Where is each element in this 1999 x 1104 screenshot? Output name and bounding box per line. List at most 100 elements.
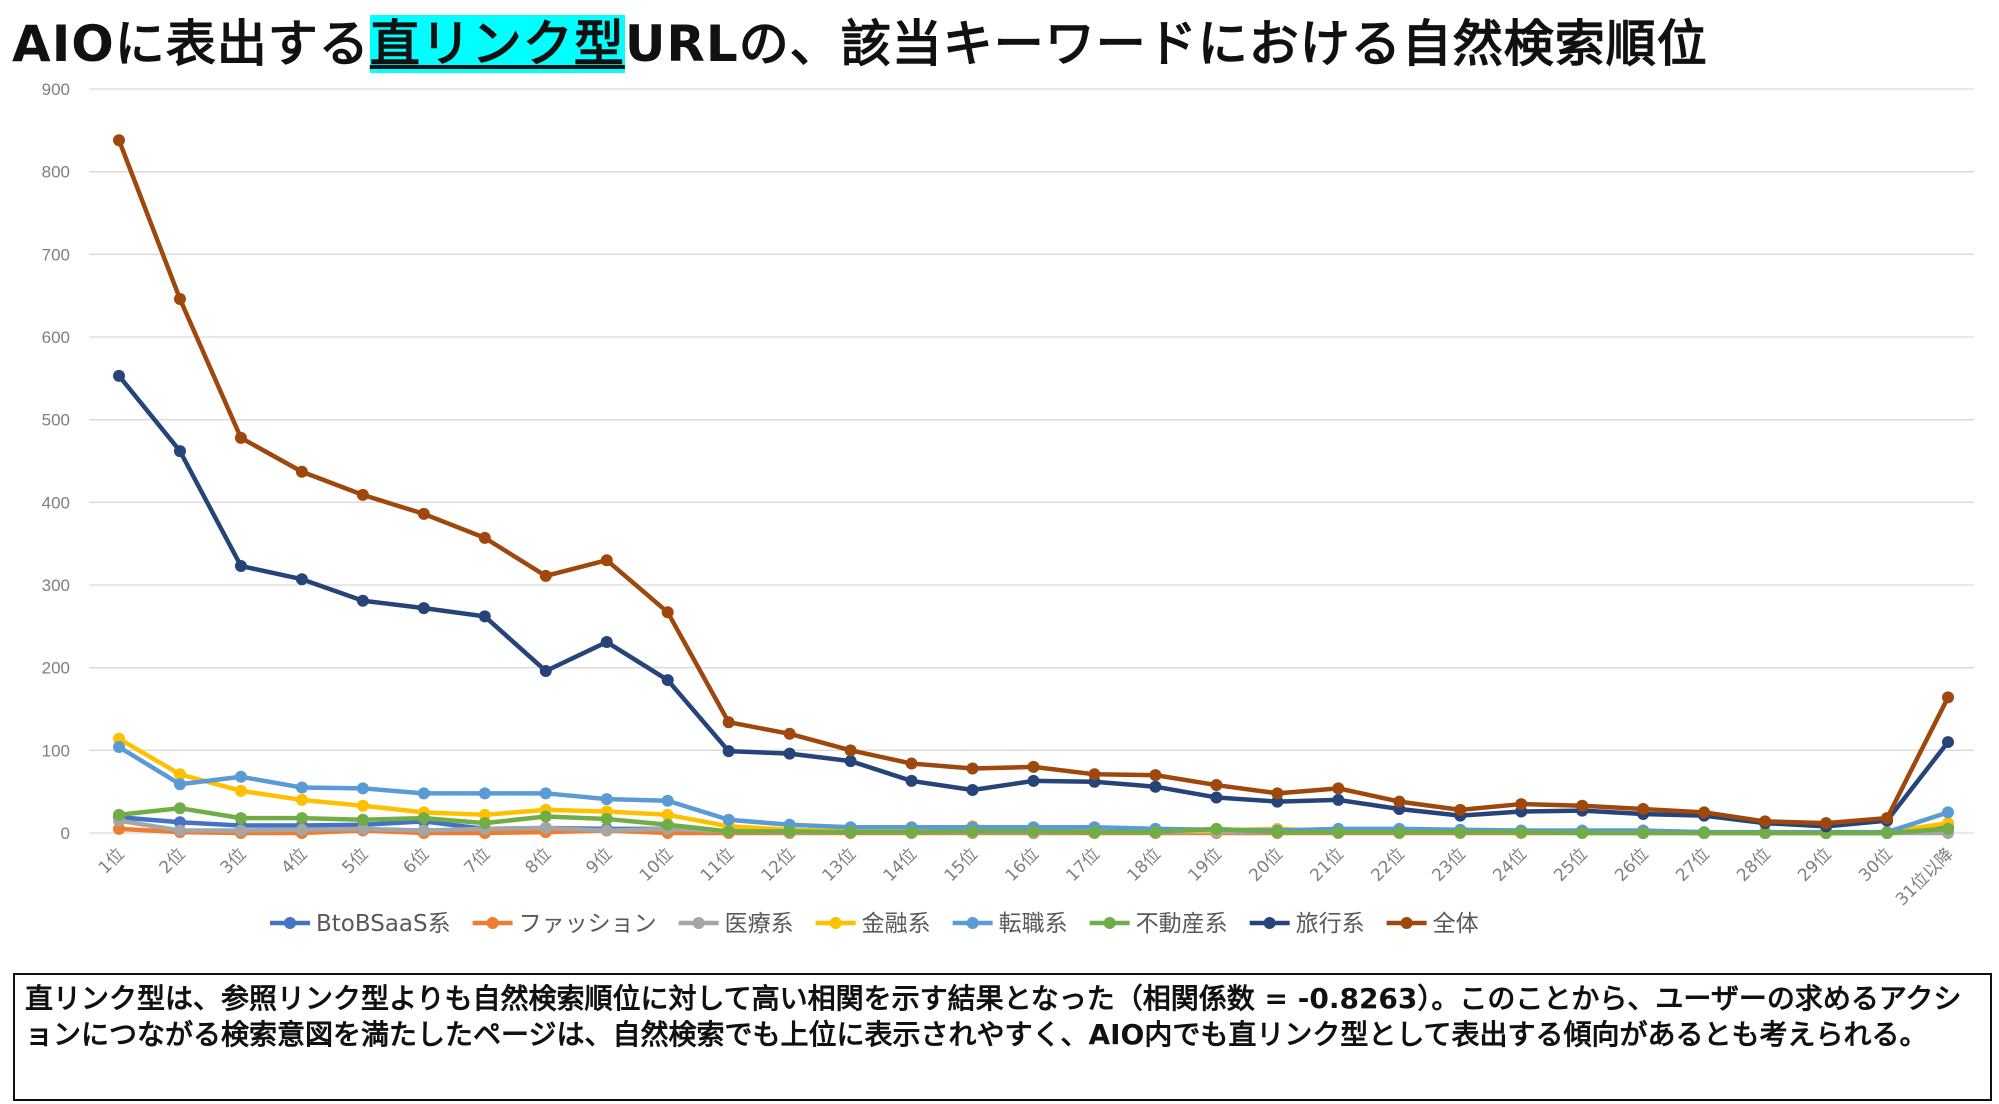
data-point	[173, 445, 186, 458]
data-point	[478, 531, 491, 544]
data-point	[113, 808, 125, 821]
data-point	[295, 812, 308, 825]
data-point	[1088, 768, 1101, 781]
data-point	[1942, 691, 1954, 704]
x-tick-label: 14位	[880, 844, 921, 885]
data-point	[539, 664, 552, 677]
legend-label: 金融系	[862, 911, 931, 937]
x-tick-label: 19位	[1184, 844, 1225, 885]
data-point	[356, 813, 369, 826]
data-point	[234, 812, 247, 825]
data-point	[539, 569, 552, 582]
legend-item: 医療系	[678, 911, 794, 937]
title-prefix: AIOに表出する	[12, 15, 370, 73]
data-point	[539, 787, 552, 800]
data-point	[173, 824, 186, 837]
legend-marker	[829, 917, 842, 929]
data-point	[600, 554, 613, 567]
data-point	[1332, 782, 1345, 795]
x-tick-label: 26位	[1611, 844, 1652, 885]
data-point	[173, 768, 186, 781]
data-point	[905, 757, 918, 770]
x-tick-label: 2位	[156, 844, 190, 878]
data-point	[478, 787, 491, 800]
data-point	[1454, 826, 1467, 839]
y-tick-label: 600	[42, 328, 70, 347]
data-point	[783, 747, 796, 760]
data-point	[173, 816, 186, 829]
data-point	[783, 825, 796, 838]
x-tick-label: 5位	[339, 844, 373, 878]
data-point	[356, 799, 369, 812]
series-不動産系	[113, 802, 1954, 839]
data-point	[600, 636, 613, 649]
data-point	[1942, 736, 1954, 749]
data-point	[1332, 826, 1345, 839]
y-tick-label: 500	[42, 411, 70, 430]
data-point	[966, 825, 979, 838]
legend-item: 不動産系	[1089, 911, 1228, 937]
x-tick-label: 8位	[521, 844, 555, 878]
data-point	[1271, 795, 1284, 808]
data-point	[478, 817, 491, 830]
legend-marker	[284, 917, 296, 929]
data-point	[905, 826, 918, 839]
data-point	[661, 606, 674, 619]
x-tick-label: 22位	[1367, 844, 1408, 885]
data-point	[478, 808, 491, 821]
data-point	[722, 825, 735, 838]
data-point	[295, 823, 308, 836]
data-point	[295, 793, 308, 806]
x-tick-label: 3位	[217, 844, 251, 878]
data-point	[1698, 827, 1711, 839]
legend-marker	[966, 917, 979, 929]
data-point	[295, 465, 308, 478]
data-point	[1576, 799, 1589, 812]
data-point	[783, 727, 796, 740]
line-chart: 0 100 200 300 400 500 600 700 800 900 1位 2位 3位 4位 5位 6位…	[42, 80, 1974, 937]
data-point	[417, 507, 430, 520]
data-point	[1271, 826, 1284, 839]
data-point	[1149, 826, 1162, 839]
data-point	[356, 822, 369, 835]
x-tick-label: 10位	[636, 844, 677, 885]
data-point	[1942, 822, 1954, 835]
data-point	[844, 826, 857, 839]
data-point	[1271, 787, 1284, 800]
legend-label: ファッション	[519, 911, 657, 937]
legend-label: BtoBSaaS系	[316, 911, 451, 937]
x-tick-label: 15位	[941, 844, 982, 885]
legend-marker	[1263, 917, 1276, 929]
data-point	[417, 824, 430, 837]
y-tick-label: 900	[42, 80, 70, 99]
data-point	[1454, 803, 1467, 816]
x-tick-label: 11位	[697, 844, 738, 885]
data-point	[113, 732, 125, 745]
data-point	[600, 824, 613, 837]
data-point	[478, 610, 491, 623]
data-point	[356, 488, 369, 501]
x-tick-label: 17位	[1063, 844, 1104, 885]
data-point	[417, 602, 430, 615]
data-point	[844, 744, 857, 757]
legend-label: 医療系	[725, 911, 794, 937]
data-point	[173, 292, 186, 305]
legend-item: 旅行系	[1249, 911, 1365, 937]
data-point	[661, 808, 674, 821]
data-point	[234, 559, 247, 572]
data-point	[1515, 798, 1528, 811]
y-tick-label: 300	[42, 576, 70, 595]
data-point	[539, 810, 552, 823]
page-title: AIOに表出する直リンク型URLの、該当キーワードにおける自然検索順位	[12, 4, 1708, 76]
data-point	[1210, 822, 1223, 835]
y-tick-label: 200	[42, 659, 70, 678]
data-point	[661, 818, 674, 831]
data-point	[661, 794, 674, 807]
data-point	[1515, 826, 1528, 839]
legend-label: 転職系	[999, 911, 1068, 937]
x-tick-label: 9位	[582, 844, 616, 878]
data-point	[113, 134, 125, 147]
legend-item: 転職系	[952, 911, 1068, 937]
data-point	[1881, 812, 1894, 825]
y-tick-label: 800	[42, 163, 70, 182]
